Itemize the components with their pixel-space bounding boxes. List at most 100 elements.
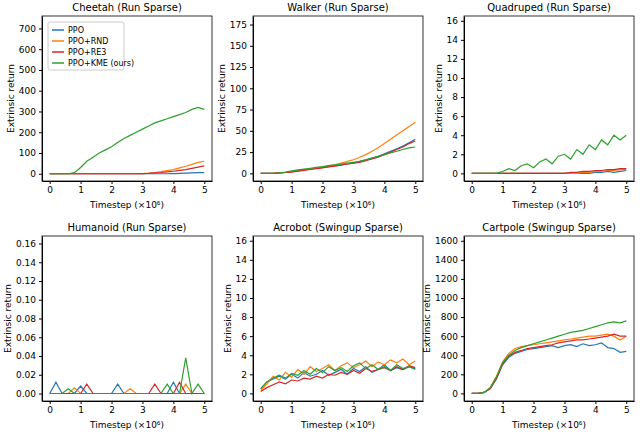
y-tick-label: 0 [241, 389, 247, 399]
x-tick: 5 [624, 401, 630, 415]
y-tick-mark [39, 91, 42, 92]
y-tick-label: 0 [452, 169, 458, 179]
legend-label: PPO+RE3 [68, 48, 106, 57]
y-tick-mark [250, 355, 253, 356]
y-tick-label: 1200 [435, 274, 458, 284]
legend: PPOPPO+RNDPPO+RE3PPO+KME (ours) [48, 22, 134, 70]
y-tick: 6 [452, 112, 464, 122]
y-tick-label: 0 [241, 169, 247, 179]
x-tick: 3 [351, 181, 357, 195]
y-tick-label: 14 [236, 255, 248, 265]
y-tick-mark [39, 281, 42, 282]
y-axis-title: Extrinsic return [217, 64, 227, 133]
x-tick-label: 5 [202, 405, 208, 415]
y-axis: 02004006008001000120014001600 [435, 236, 464, 401]
y-tick: 4 [452, 131, 464, 141]
y-tick-label: 200 [19, 128, 36, 138]
y-tick: 200 [441, 370, 464, 380]
y-tick-label: 500 [19, 65, 36, 75]
y-tick-label: 16 [236, 236, 248, 246]
y-tick-mark [461, 78, 464, 79]
x-tick-mark [534, 181, 535, 184]
y-tick-label: 6 [452, 112, 458, 122]
y-tick: 0 [241, 169, 253, 179]
x-axis-title: Timestep (×10⁶) [89, 200, 164, 210]
x-tick-mark [173, 401, 174, 404]
x-tick-label: 4 [171, 405, 177, 415]
y-tick-mark [250, 298, 253, 299]
y-axis-title: Extrinsic return [3, 284, 13, 353]
series-line [472, 321, 627, 393]
x-tick: 5 [202, 181, 208, 195]
x-tick-label: 3 [351, 185, 357, 195]
y-tick-mark [39, 356, 42, 357]
series-line [472, 334, 627, 393]
y-tick: 12 [447, 54, 464, 64]
y-tick-mark [461, 279, 464, 280]
legend-swatch [52, 51, 64, 53]
series-line [261, 359, 416, 390]
legend-swatch [52, 40, 64, 42]
x-axis: 012345 [43, 401, 213, 415]
x-tick-label: 4 [171, 185, 177, 195]
x-tick: 0 [47, 181, 53, 195]
x-tick-label: 1 [500, 405, 506, 415]
figure: 0123450100200300400500600700Cheetah (Run… [0, 0, 640, 437]
x-tick-label: 3 [140, 405, 146, 415]
y-tick-label: 600 [19, 45, 36, 55]
x-tick-mark [384, 401, 385, 404]
y-tick: 700 [19, 24, 42, 34]
y-tick: 0.06 [16, 333, 42, 343]
y-tick-label: 0 [452, 389, 458, 399]
y-tick-label: 6 [241, 332, 247, 342]
y-tick-label: 1600 [435, 236, 458, 246]
x-tick: 4 [593, 401, 599, 415]
y-tick-label: 300 [19, 107, 36, 117]
y-tick-label: 600 [441, 332, 458, 342]
y-tick-mark [39, 300, 42, 301]
x-tick-mark [353, 181, 354, 184]
series-line [261, 363, 416, 389]
x-tick-mark [503, 181, 504, 184]
legend-label: PPO [68, 26, 84, 35]
series-line [472, 343, 627, 394]
y-tick-label: 400 [441, 351, 458, 361]
x-tick-label: 0 [47, 185, 53, 195]
y-tick: 0.14 [16, 258, 42, 268]
series-line [472, 334, 627, 393]
x-tick: 2 [531, 401, 537, 415]
x-tick-label: 5 [413, 405, 419, 415]
y-tick-label: 0.14 [16, 258, 36, 268]
series-line [50, 107, 205, 173]
plot-frame [42, 16, 212, 181]
x-tick: 1 [78, 181, 84, 195]
y-tick-mark [250, 131, 253, 132]
y-tick-mark [250, 173, 253, 174]
y-tick: 0.16 [16, 239, 42, 249]
x-tick: 0 [469, 401, 475, 415]
x-tick: 3 [140, 401, 146, 415]
chart-title: Humanoid (Run Sparse) [68, 222, 187, 233]
series-line [50, 161, 205, 173]
y-tick-label: 4 [452, 131, 458, 141]
y-tick: 200 [19, 128, 42, 138]
y-tick: 75 [236, 105, 253, 115]
x-tick-label: 4 [382, 185, 388, 195]
y-tick-mark [461, 298, 464, 299]
y-tick-label: 12 [447, 54, 458, 64]
x-tick-mark [292, 401, 293, 404]
y-tick-mark [39, 28, 42, 29]
x-tick-mark [384, 181, 385, 184]
lines [261, 122, 416, 173]
y-tick: 0.02 [16, 370, 42, 380]
x-tick-mark [353, 401, 354, 404]
y-tick: 1200 [435, 274, 464, 284]
x-axis-line [254, 181, 424, 182]
x-tick-mark [323, 401, 324, 404]
y-axis: 0255075100125150175 [230, 17, 254, 182]
x-tick-mark [204, 401, 205, 404]
series-line [472, 169, 627, 174]
x-tick: 0 [258, 181, 264, 195]
x-tick-label: 3 [562, 405, 568, 415]
y-tick-mark [39, 262, 42, 263]
